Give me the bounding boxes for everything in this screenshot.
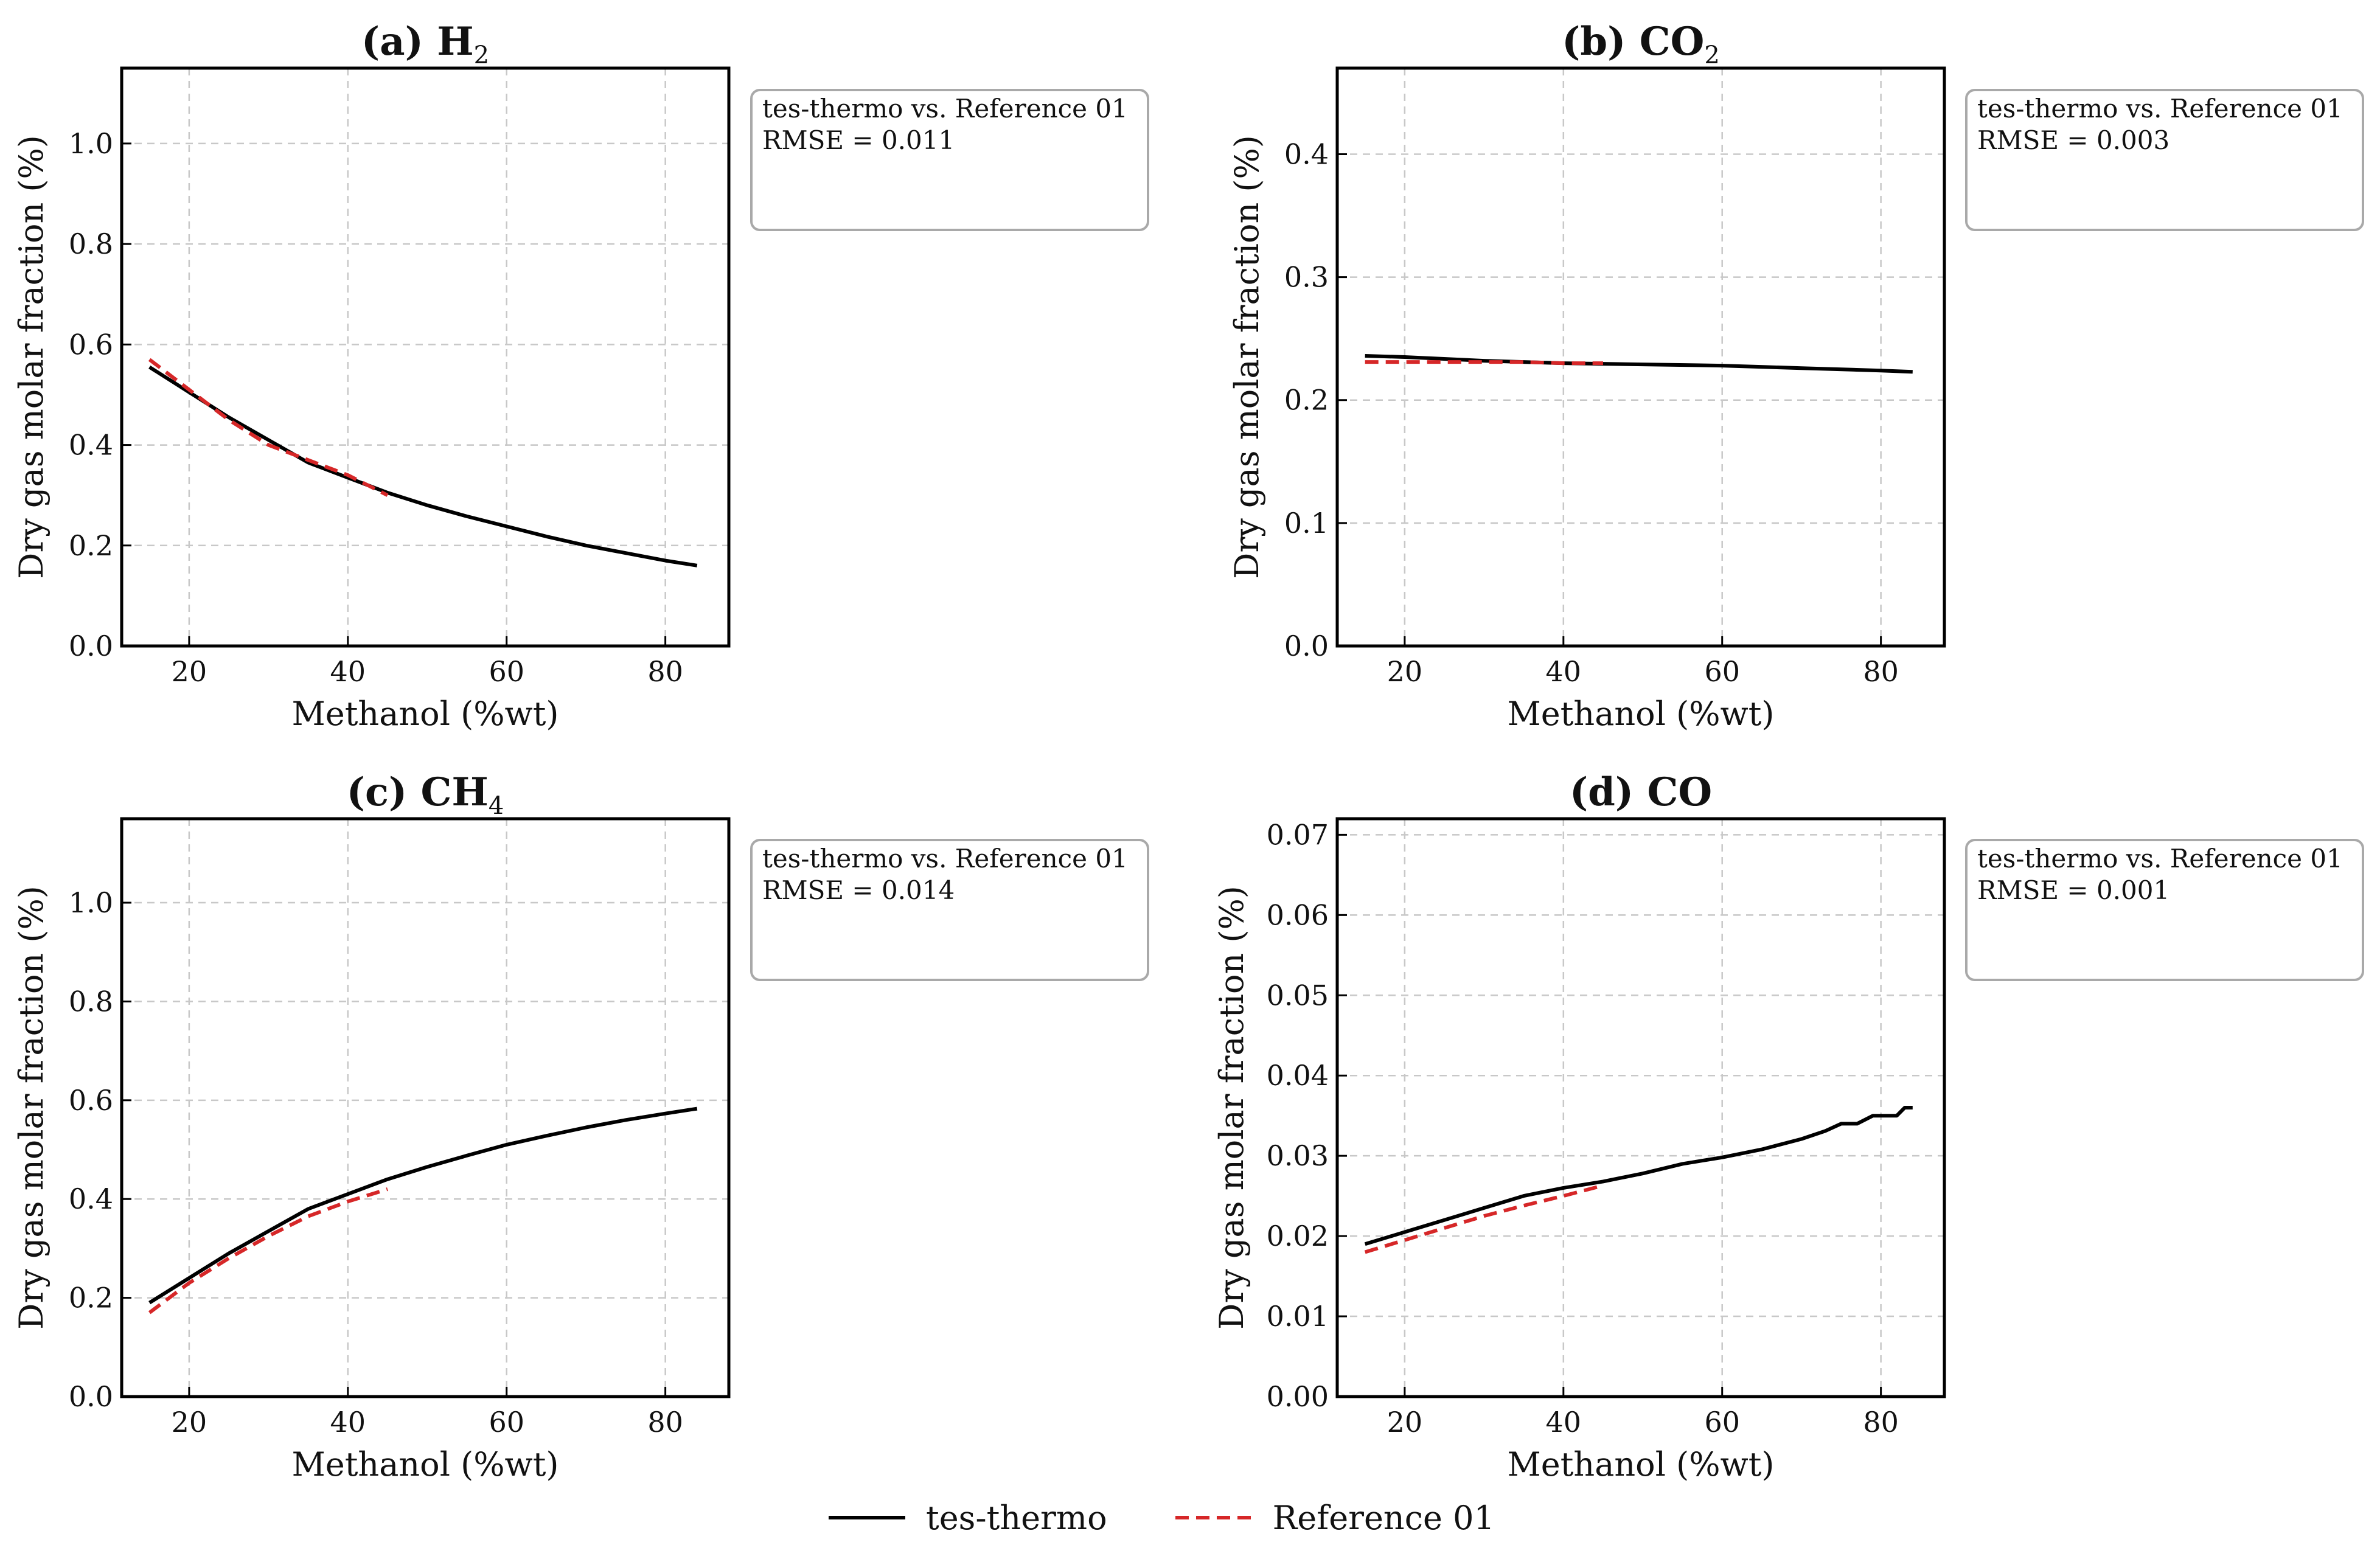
legend-item-reference: Reference 01 bbox=[1174, 1499, 1495, 1537]
series-reference-a bbox=[148, 358, 389, 497]
annotation-line-d-0: tes-thermo vs. Reference 01 bbox=[1977, 844, 2343, 873]
ytick-label-d-6: 0.06 bbox=[1267, 898, 1329, 931]
panel-title-main-d: (d) CO bbox=[1570, 769, 1712, 815]
annotation-line-d-1: RMSE = 0.001 bbox=[1977, 875, 2169, 905]
ytick-label-d-2: 0.02 bbox=[1267, 1220, 1329, 1252]
legend-label-reference: Reference 01 bbox=[1272, 1498, 1495, 1537]
series-model-a bbox=[148, 365, 698, 568]
legend-swatch-model bbox=[829, 1516, 905, 1519]
ytick-label-d-3: 0.03 bbox=[1267, 1139, 1329, 1172]
axes-frame-a bbox=[120, 66, 731, 648]
x-axis-label-c: Methanol (%wt) bbox=[291, 1445, 558, 1484]
series-model-d bbox=[1364, 1106, 1913, 1246]
xtick-label-b-0: 20 bbox=[1387, 655, 1423, 688]
xtick-label-d-2: 60 bbox=[1704, 1406, 1740, 1439]
xtick-label-a-0: 20 bbox=[172, 655, 207, 688]
annotation-box-a bbox=[750, 89, 1149, 231]
axes-frame-c bbox=[120, 817, 731, 1398]
y-axis-label-c: Dry gas molar fraction (%) bbox=[12, 886, 50, 1330]
panel-c: 20 40 60 80 0.0 0.2 0.4 0.6 0.8 1.0 Methanol (%wt)… bbox=[12, 769, 1149, 1484]
annotation-box-b bbox=[1965, 89, 2364, 231]
axes-frame-d bbox=[1335, 817, 1946, 1398]
ytick-label-d-0: 0.00 bbox=[1267, 1380, 1329, 1413]
x-axis-label-b: Methanol (%wt) bbox=[1507, 695, 1774, 733]
ytick-label-d-7: 0.07 bbox=[1267, 818, 1329, 851]
ytick-label-b-3: 0.3 bbox=[1284, 261, 1329, 294]
xtick-label-d-1: 40 bbox=[1546, 1406, 1582, 1439]
xtick-label-b-1: 40 bbox=[1546, 655, 1582, 688]
series-model-b bbox=[1365, 354, 1913, 374]
y-axis-label-b: Dry gas molar fraction (%) bbox=[1228, 135, 1266, 579]
xtick-label-b-3: 80 bbox=[1863, 655, 1899, 688]
annotation-line-b-1: RMSE = 0.003 bbox=[1977, 125, 2169, 155]
ytick-label-a-2: 0.4 bbox=[69, 429, 113, 462]
y-axis-label-d: Dry gas molar fraction (%) bbox=[1213, 886, 1251, 1330]
ytick-label-d-1: 0.01 bbox=[1267, 1300, 1329, 1333]
annotation-line-b-0: tes-thermo vs. Reference 01 bbox=[1977, 94, 2343, 123]
panel-title-sub-c: 4 bbox=[489, 792, 504, 820]
ytick-label-c-2: 0.4 bbox=[69, 1182, 113, 1215]
ytick-label-c-3: 0.6 bbox=[69, 1084, 113, 1117]
xtick-label-a-3: 80 bbox=[647, 655, 683, 688]
panel-title-c: (c) CH4 bbox=[347, 769, 504, 820]
annotation-line-c-1: RMSE = 0.014 bbox=[762, 875, 955, 905]
ytick-label-a-0: 0.0 bbox=[69, 630, 113, 662]
panel-b: 20 40 60 80 0.0 0.1 0.2 0.3 0.4 Methanol (%wt) Dry… bbox=[1228, 19, 2364, 733]
legend-label-model: tes-thermo bbox=[926, 1498, 1107, 1537]
ytick-label-b-2: 0.2 bbox=[1284, 384, 1329, 417]
panel-title-main-a: (a) H bbox=[361, 19, 474, 64]
ytick-label-a-4: 0.8 bbox=[69, 227, 113, 260]
panel-title-sub-a: 2 bbox=[474, 41, 489, 69]
series-model-c bbox=[148, 1106, 698, 1305]
annotation-box-c bbox=[750, 839, 1149, 981]
panel-title-main-b: (b) CO bbox=[1562, 19, 1704, 64]
xtick-label-c-2: 60 bbox=[489, 1406, 524, 1439]
panel-title-a: (a) H2 bbox=[361, 19, 489, 69]
panel-title-b: (b) CO2 bbox=[1562, 19, 1720, 69]
xtick-label-b-2: 60 bbox=[1704, 655, 1740, 688]
panel-a: 20 40 60 80 0.0 0.2 0.4 0.6 0.8 1.0 Methanol (%wt)… bbox=[12, 19, 1149, 733]
annotation-line-c-0: tes-thermo vs. Reference 01 bbox=[762, 844, 1128, 873]
xtick-label-d-0: 20 bbox=[1387, 1406, 1423, 1439]
panel-title-main-c: (c) CH bbox=[347, 769, 489, 815]
legend-item-model: tes-thermo bbox=[827, 1499, 1107, 1537]
ytick-label-d-5: 0.05 bbox=[1267, 979, 1329, 1012]
ytick-label-b-4: 0.4 bbox=[1284, 137, 1329, 170]
ytick-label-a-5: 1.0 bbox=[69, 127, 113, 160]
ytick-label-c-4: 0.8 bbox=[69, 985, 113, 1018]
xtick-label-a-2: 60 bbox=[489, 655, 524, 688]
xtick-label-c-1: 40 bbox=[330, 1406, 366, 1439]
series-reference-b bbox=[1365, 360, 1603, 366]
series-reference-c bbox=[148, 1187, 388, 1314]
xtick-label-c-0: 20 bbox=[172, 1406, 207, 1439]
xtick-label-d-3: 80 bbox=[1863, 1406, 1899, 1439]
panel-title-d: (d) CO bbox=[1570, 769, 1712, 815]
ytick-label-a-1: 0.2 bbox=[69, 529, 113, 562]
x-axis-label-d: Methanol (%wt) bbox=[1507, 1445, 1774, 1484]
ytick-label-c-5: 1.0 bbox=[69, 886, 113, 919]
ytick-label-d-4: 0.04 bbox=[1267, 1059, 1329, 1092]
ytick-label-c-1: 0.2 bbox=[69, 1282, 113, 1314]
xtick-label-c-3: 80 bbox=[647, 1406, 683, 1439]
panel-d: 20 40 60 80 0.00 0.01 0.02 0.03 0.04 0.05 0.06 0.07… bbox=[1213, 769, 2364, 1484]
y-axis-label-a: Dry gas molar fraction (%) bbox=[12, 135, 50, 579]
ytick-label-b-1: 0.1 bbox=[1284, 507, 1329, 540]
series-reference-d bbox=[1364, 1184, 1604, 1254]
ytick-label-c-0: 0.0 bbox=[69, 1380, 113, 1413]
axes-frame-b bbox=[1335, 66, 1946, 648]
panel-title-sub-b: 2 bbox=[1704, 41, 1719, 69]
annotation-line-a-1: RMSE = 0.011 bbox=[762, 125, 955, 155]
annotation-line-a-0: tes-thermo vs. Reference 01 bbox=[762, 94, 1128, 123]
legend: tes-thermo Reference 01 bbox=[827, 1490, 1562, 1545]
ytick-label-a-3: 0.6 bbox=[69, 328, 113, 361]
annotation-box-d bbox=[1965, 839, 2364, 981]
x-axis-label-a: Methanol (%wt) bbox=[291, 695, 558, 733]
ytick-label-b-0: 0.0 bbox=[1284, 630, 1329, 662]
xtick-label-a-1: 40 bbox=[330, 655, 366, 688]
legend-swatch-reference bbox=[1175, 1516, 1252, 1519]
